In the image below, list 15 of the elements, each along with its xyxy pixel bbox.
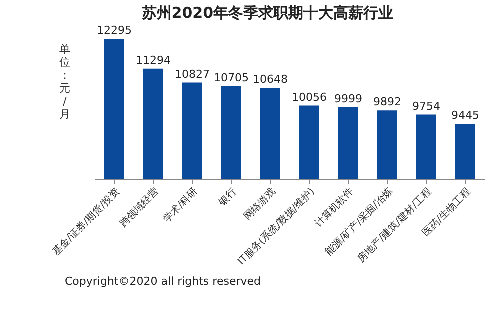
data-label: 9754 [412, 100, 440, 113]
text: Copyright©2020 all rights reserved [65, 275, 261, 288]
data-label: 10648 [253, 73, 288, 86]
data-label: 9445 [452, 108, 480, 122]
chart-title: 苏州2020年冬季求职期十大高薪行业 [140, 4, 394, 22]
data-label: 10056 [292, 90, 327, 104]
data-label: 10705 [214, 71, 249, 84]
data-label: 10827 [175, 68, 210, 81]
data-label: 11294 [136, 54, 171, 67]
data-label: 9892 [374, 96, 402, 109]
x-tick-label: 银行 [216, 186, 240, 210]
y-axis-title: 单位：元/月 [60, 43, 70, 121]
data-label: 12295 [97, 24, 132, 37]
data-label: 9999 [334, 92, 362, 106]
x-tick-label: 学术/科研 [161, 186, 200, 225]
